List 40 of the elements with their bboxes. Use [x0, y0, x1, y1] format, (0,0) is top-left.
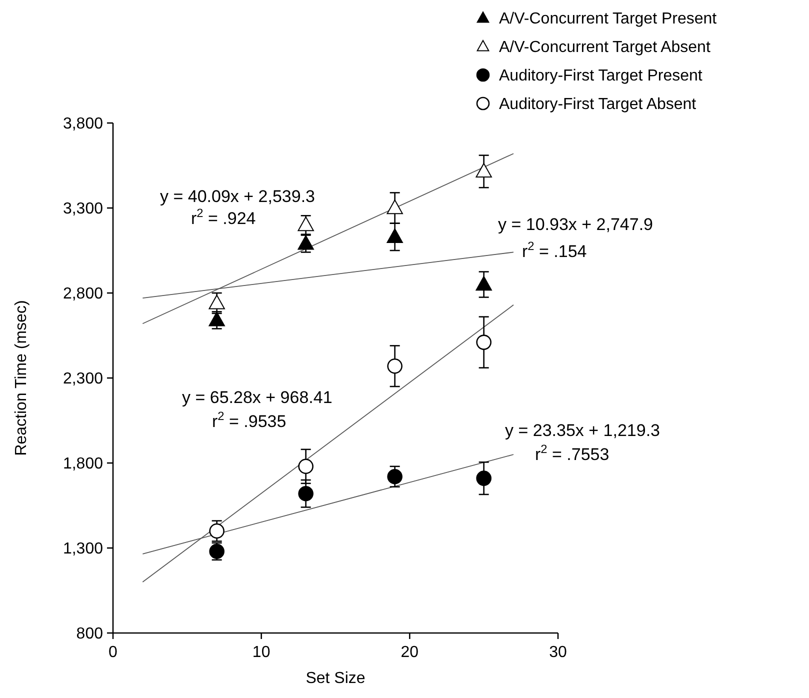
point	[298, 235, 314, 250]
point	[387, 468, 402, 484]
y-tick-label: 3,300	[62, 200, 104, 218]
legend-label: Auditory-First Target Absent	[499, 96, 697, 114]
annotation: y = 23.35x + 1,219.3	[505, 421, 660, 440]
annotation: y = 65.28x + 968.41	[182, 388, 332, 407]
x-tick-label: 30	[549, 644, 567, 661]
point	[476, 276, 492, 291]
point	[298, 458, 314, 474]
point	[387, 358, 402, 374]
point	[476, 334, 492, 350]
legend-label: Auditory-First Target Present	[499, 68, 703, 85]
y-tick-label: 800	[76, 626, 104, 643]
annotation: r$^{2}$ = .154	[522, 239, 587, 261]
point	[298, 486, 314, 502]
point	[298, 216, 314, 232]
annotation: y = 40.09x + 2,539.3	[160, 187, 316, 206]
y-tick-label: 3,800	[62, 116, 104, 133]
point	[476, 470, 492, 486]
point	[209, 523, 224, 539]
legend-label: A/V-Concurrent Target Absent	[499, 39, 711, 56]
point	[386, 200, 403, 214]
y-tick-label: 1,800	[62, 456, 104, 473]
x-tick-label: 10	[252, 644, 270, 661]
x-axis-title: Set Size	[306, 670, 366, 687]
y-tick-label: 1,300	[62, 540, 104, 558]
point	[208, 294, 225, 310]
x-tick-label: 0	[108, 644, 118, 661]
y-tick-label: 2,800	[62, 286, 104, 303]
annotation: y = 10.93x + 2,747.9	[498, 215, 654, 234]
point	[476, 162, 492, 178]
x-tick-label: 20	[400, 644, 419, 661]
point	[208, 312, 225, 326]
y-axis-title: Reaction Time (msec)	[13, 300, 30, 456]
y-tick-label: 2,300	[62, 370, 104, 388]
annotation: r$^{2}$ = .924	[191, 206, 256, 228]
annotation: r$^{2}$ = .9535	[212, 409, 286, 431]
point	[386, 228, 403, 243]
annotation: r$^{2}$ = .7553	[535, 442, 610, 464]
legend-label: A/V-Concurrent Target Present	[499, 10, 718, 28]
